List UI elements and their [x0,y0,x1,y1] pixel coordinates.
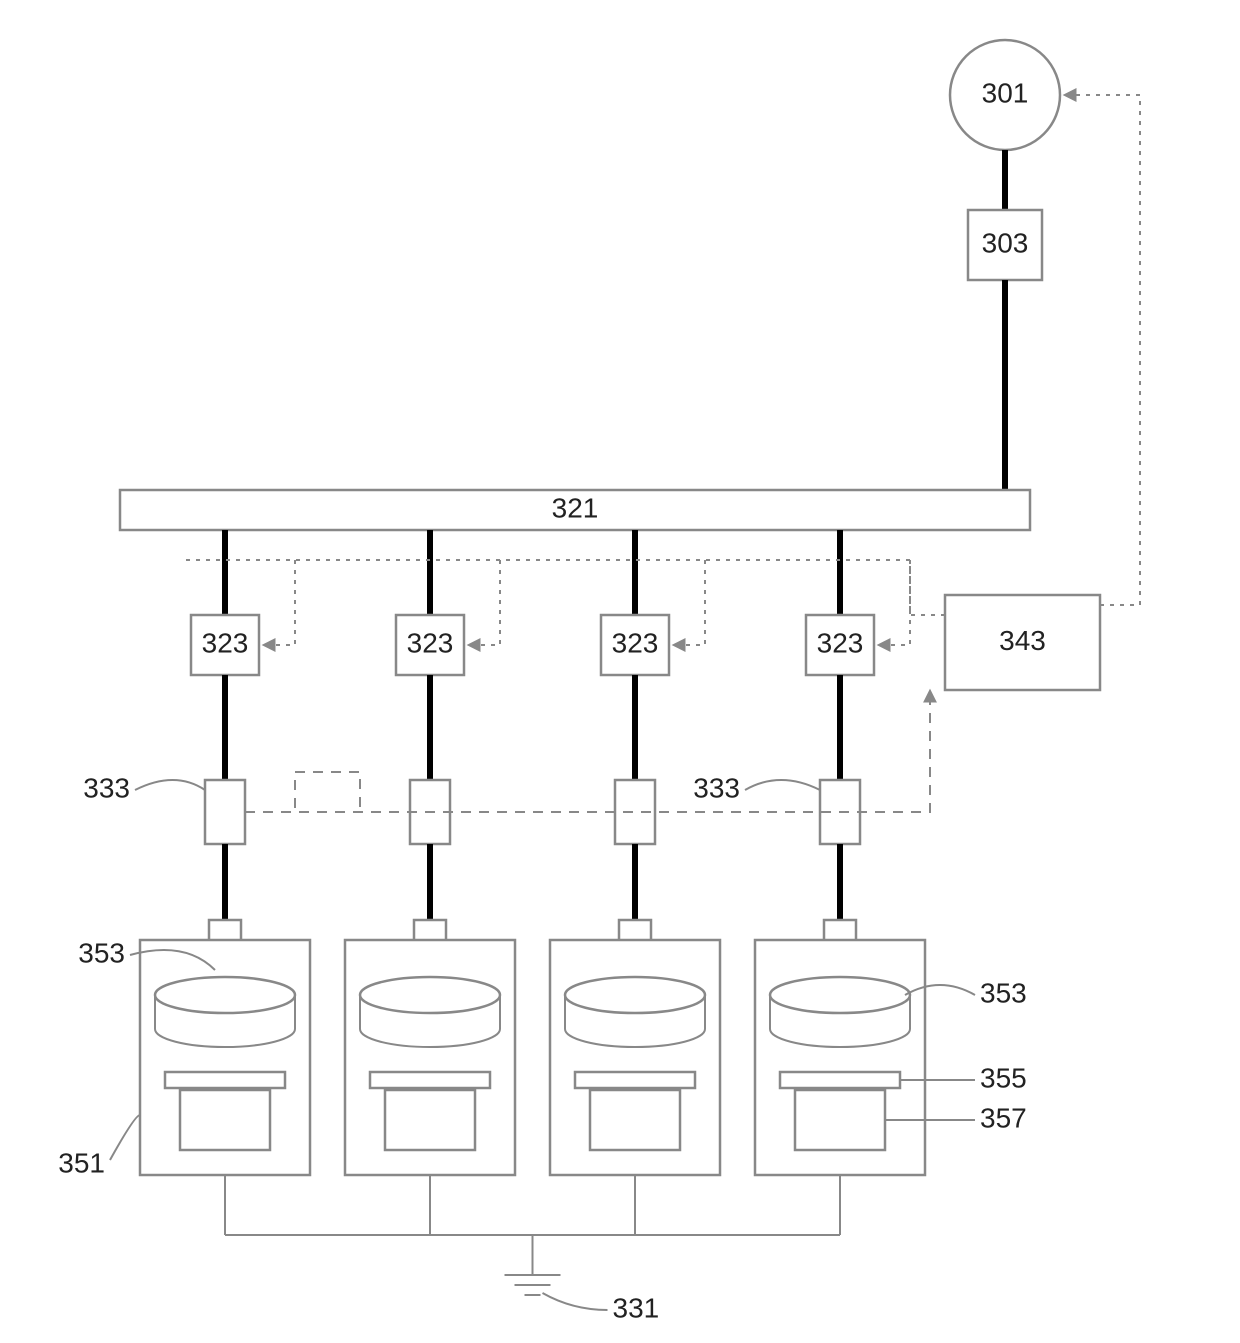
label-323: 323 [202,627,249,658]
wafer-355 [780,1072,900,1088]
wafer-355 [575,1072,695,1088]
leader-351 [110,1115,140,1160]
label-323: 323 [817,627,864,658]
label-333-right: 333 [693,772,740,803]
ctrl-rail [185,560,945,615]
chuck-357 [590,1090,680,1150]
chuck-357 [180,1090,270,1150]
ctrl-to-valve [878,560,910,645]
label-333-left: 333 [83,772,130,803]
sensor-tee [245,772,360,812]
label-343: 343 [999,625,1046,656]
wafer-355 [370,1072,490,1088]
ctrl-to-valve [263,560,295,645]
feedback-to-301 [1064,95,1140,605]
diagram-root: 301 303 321 343 323 323 323 323 333 333 331 353 351 3… [0,0,1240,1343]
label-323: 323 [612,627,659,658]
leader-331 [543,1293,608,1310]
leader-333r [745,780,820,790]
showerhead-top [565,977,705,1013]
label-353-left: 353 [78,937,125,968]
label-353-right: 353 [980,977,1027,1008]
label-301: 301 [982,77,1029,108]
label-351: 351 [58,1147,105,1178]
label-331: 331 [613,1292,660,1323]
label-357: 357 [980,1102,1027,1133]
feed-to-bus [1005,280,1030,510]
ctrl-to-valve [673,560,705,645]
label-321: 321 [552,492,599,523]
leader-333l [135,780,205,790]
label-303: 303 [982,227,1029,258]
chuck-357 [795,1090,885,1150]
label-323: 323 [407,627,454,658]
wafer-355 [165,1072,285,1088]
label-355: 355 [980,1062,1027,1093]
chuck-357 [385,1090,475,1150]
showerhead-top [155,977,295,1013]
showerhead-top [360,977,500,1013]
showerhead-top [770,977,910,1013]
ctrl-to-valve [468,560,500,645]
sensor-333 [205,780,245,844]
